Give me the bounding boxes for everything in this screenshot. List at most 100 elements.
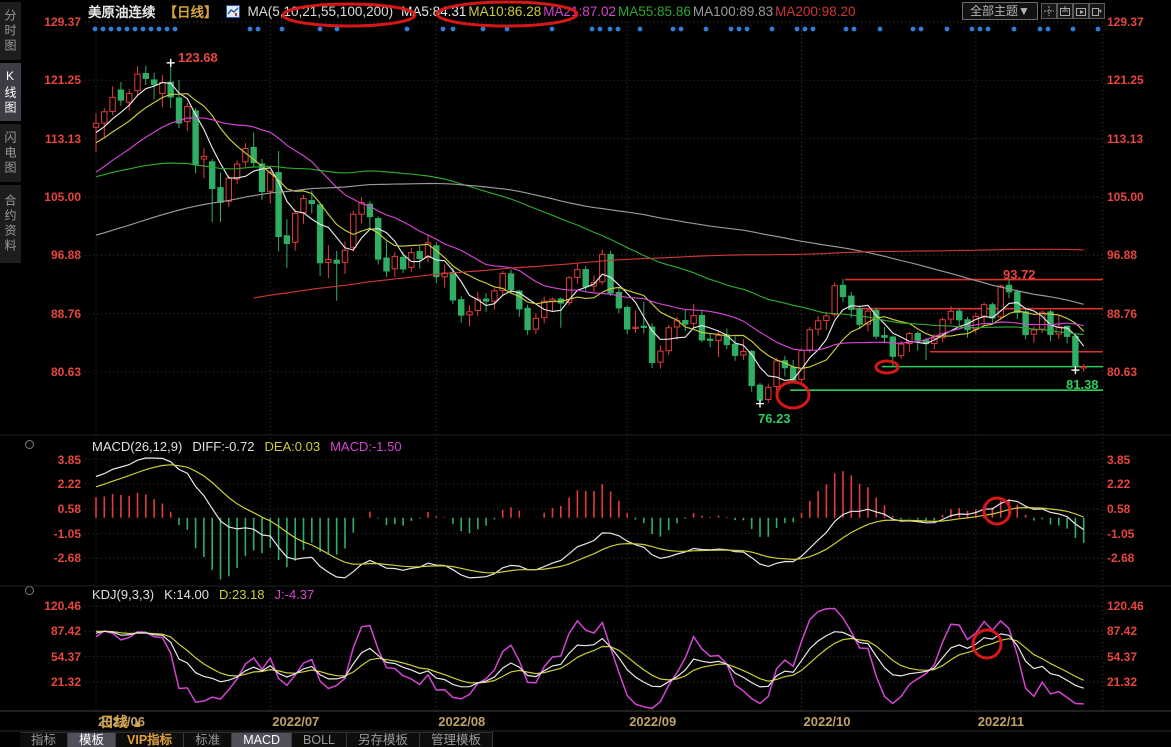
ma100-line <box>96 184 1084 305</box>
event-marker-dot <box>256 27 261 32</box>
candle <box>160 75 165 107</box>
candle <box>724 328 729 349</box>
macd-panel-collapse-icon[interactable] <box>25 440 34 449</box>
sidebar-item-tab-time-share[interactable]: 分时图 <box>0 2 21 60</box>
candle <box>301 195 306 224</box>
bottom-tab-bar: 指标模板VIP指标标准MACDBOLL另存模板管理模板 <box>20 732 493 747</box>
event-marker-dot <box>598 27 603 32</box>
tab-standard[interactable]: 标准 <box>184 733 232 747</box>
event-marker-dot <box>149 27 154 32</box>
candle <box>1064 326 1069 344</box>
candle <box>392 252 397 276</box>
theme-dropdown-button[interactable]: 全部主题▼ <box>962 2 1038 20</box>
kdj-j-line <box>96 609 1084 709</box>
tab-indicator[interactable]: 指标 <box>20 733 68 747</box>
candle <box>425 234 430 262</box>
candle <box>550 298 555 312</box>
candle <box>268 171 273 203</box>
macd-axis-tick: -2.68 <box>1107 551 1167 565</box>
price-point-label: 81.38 <box>1066 377 1099 392</box>
tab-vip-indicator[interactable]: VIP指标 <box>116 733 184 747</box>
sidebar-item-tab-kline[interactable]: K线图 <box>0 63 21 121</box>
candle <box>384 242 389 277</box>
crosshair-icon[interactable] <box>1041 3 1057 19</box>
sidebar-item-tab-contract-info[interactable]: 合约资料 <box>0 185 21 263</box>
candle <box>849 292 854 318</box>
extremum-markers-layer <box>167 59 1080 408</box>
event-marker-dot <box>970 27 975 32</box>
candle <box>1056 315 1061 339</box>
event-marker-dot <box>101 27 106 32</box>
ma-values: MA5:84.31MA10:86.28MA21:87.02MA55:85.86M… <box>401 4 857 19</box>
candle <box>243 143 248 167</box>
candle <box>1040 310 1045 333</box>
candle <box>1006 278 1011 298</box>
macd-axis-tick: 2.22 <box>1107 477 1167 491</box>
candle <box>666 325 671 355</box>
candle <box>517 290 522 317</box>
gridlines-layer <box>85 22 1103 711</box>
ma-value: MA55:85.86 <box>618 4 691 19</box>
candle <box>500 271 505 295</box>
expand-pane-icon[interactable] <box>1073 3 1089 19</box>
candle <box>683 310 688 332</box>
popout-pane-icon[interactable] <box>1089 3 1105 19</box>
candle <box>508 270 513 294</box>
candle <box>957 309 962 327</box>
event-marker-dot <box>590 27 595 32</box>
tab-boll[interactable]: BOLL <box>292 733 347 747</box>
event-marker-dot <box>671 27 676 32</box>
event-marker-dot <box>803 27 808 32</box>
candle <box>334 251 339 301</box>
candle <box>168 63 173 108</box>
kdj-d-line <box>96 631 1084 683</box>
kdj-panel-collapse-icon[interactable] <box>25 586 34 595</box>
candle <box>815 316 820 335</box>
macd-axis-tick: -1.05 <box>28 527 81 541</box>
candle <box>193 108 198 173</box>
split-pane-icon[interactable] <box>1057 3 1073 19</box>
candle <box>824 312 829 330</box>
marker-dots-layer <box>93 27 1101 32</box>
event-marker-dot <box>133 27 138 32</box>
main-axis-tick: 121.25 <box>28 73 81 87</box>
candle <box>575 263 580 284</box>
candle <box>591 275 596 293</box>
candle <box>782 356 787 377</box>
main-axis-tick: 80.63 <box>1107 365 1167 379</box>
tab-save-template[interactable]: 另存模板 <box>347 733 420 747</box>
candle <box>251 132 256 167</box>
candle <box>533 313 538 334</box>
candle <box>459 296 464 323</box>
ma-lines-layer <box>96 83 1084 381</box>
main-axis-tick: 105.00 <box>28 190 81 204</box>
candle <box>749 350 754 392</box>
event-marker-dot <box>481 27 486 32</box>
event-marker-dot <box>173 27 178 32</box>
price-point-label: 123.68 <box>178 50 218 65</box>
event-marker-dot <box>441 27 446 32</box>
candle <box>309 191 314 214</box>
ma5-line <box>96 83 1084 381</box>
tab-macd[interactable]: MACD <box>232 733 292 747</box>
candle <box>890 336 895 368</box>
candle <box>351 211 356 252</box>
sidebar-item-tab-flash[interactable]: 闪电图 <box>0 124 21 182</box>
candle <box>1031 326 1036 343</box>
chart-header: 美原油连续 【日线】 MA(5,10,21,55,100,200) MA5:84… <box>88 2 857 20</box>
chart-icon <box>226 5 240 18</box>
candle <box>102 108 107 138</box>
kdj-j-value: J:-4.37 <box>275 587 315 602</box>
event-marker-dot <box>679 27 684 32</box>
candle <box>990 303 995 325</box>
main-axis-tick: 105.00 <box>1107 190 1167 204</box>
event-marker-dot <box>125 27 130 32</box>
event-marker-dot <box>911 27 916 32</box>
event-marker-dot <box>852 27 857 32</box>
date-label: 2022/10 <box>804 714 851 729</box>
macd-dea-value: DEA:0.03 <box>264 439 320 454</box>
tab-template[interactable]: 模板 <box>68 733 116 747</box>
kdj-k-value: K:14.00 <box>164 587 209 602</box>
tab-manage-template[interactable]: 管理模板 <box>420 733 493 747</box>
event-marker-dot <box>878 27 883 32</box>
